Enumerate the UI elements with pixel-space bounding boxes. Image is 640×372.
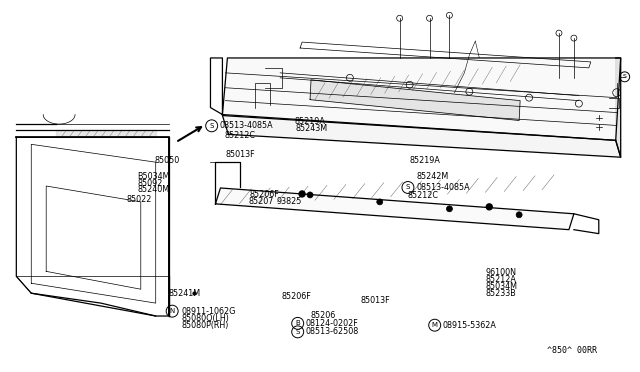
Polygon shape (216, 188, 574, 230)
Text: 85212A: 85212A (486, 275, 516, 284)
Text: 08513-4085A: 08513-4085A (220, 121, 273, 130)
Text: 85206F: 85206F (282, 292, 312, 301)
Text: 08513-4085A: 08513-4085A (416, 183, 470, 192)
Circle shape (299, 191, 305, 197)
Text: 85013F: 85013F (226, 150, 255, 159)
Text: S: S (296, 329, 300, 335)
Circle shape (377, 199, 383, 205)
Text: 85241M: 85241M (168, 289, 200, 298)
Text: 85022: 85022 (127, 195, 152, 204)
Polygon shape (616, 58, 621, 157)
Text: 85219A: 85219A (409, 156, 440, 166)
Text: 85240M: 85240M (137, 185, 169, 194)
Text: M: M (432, 322, 438, 328)
Text: 96100N: 96100N (486, 268, 516, 277)
Text: 85092: 85092 (137, 179, 163, 187)
Text: 08124-0202F: 08124-0202F (306, 319, 359, 328)
Circle shape (516, 212, 522, 218)
Text: 85206: 85206 (310, 311, 336, 320)
Text: 85080Q(LH): 85080Q(LH) (182, 314, 230, 323)
Text: 85034M: 85034M (486, 282, 518, 291)
Circle shape (486, 204, 492, 210)
Polygon shape (223, 116, 621, 157)
Circle shape (307, 192, 313, 198)
Text: 85219A: 85219A (294, 117, 325, 126)
Text: S: S (623, 74, 627, 79)
Text: 85080P(RH): 85080P(RH) (182, 321, 229, 330)
Text: 08513-62508: 08513-62508 (306, 327, 359, 336)
Text: 85206F: 85206F (250, 190, 280, 199)
Text: 85242M: 85242M (416, 171, 449, 180)
Text: 85212C: 85212C (408, 192, 439, 201)
Circle shape (447, 206, 452, 212)
Text: ^850^ 00RR: ^850^ 00RR (547, 346, 596, 355)
Text: S: S (209, 123, 214, 129)
Text: 85050: 85050 (154, 156, 180, 166)
Text: 85212C: 85212C (225, 131, 255, 140)
Polygon shape (223, 58, 621, 140)
Text: 85233B: 85233B (486, 289, 516, 298)
Text: B: B (295, 320, 300, 326)
Text: 85207: 85207 (248, 198, 274, 206)
Text: S: S (406, 185, 410, 190)
Text: 85243M: 85243M (296, 124, 328, 133)
Polygon shape (310, 80, 520, 121)
Text: 08911-1062G: 08911-1062G (182, 307, 236, 316)
Text: 93825: 93825 (276, 198, 302, 206)
Text: 85013F: 85013F (360, 296, 390, 305)
Text: B5034M: B5034M (137, 172, 170, 181)
Text: N: N (170, 308, 175, 314)
Text: 08915-5362A: 08915-5362A (443, 321, 497, 330)
